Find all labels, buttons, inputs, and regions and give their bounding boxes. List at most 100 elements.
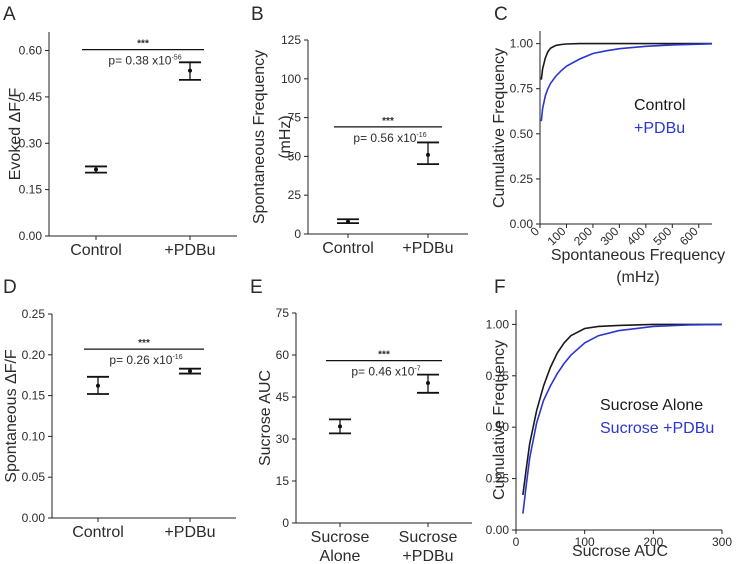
y-tick-label: 125	[281, 33, 301, 47]
x-tick-label: 300	[712, 535, 732, 549]
mean-point	[338, 424, 342, 429]
y-tick-label: 25	[288, 188, 302, 202]
p-value-label: p= 0.56 x10-16	[353, 131, 426, 145]
significance-stars: ***	[137, 39, 149, 50]
mean-point	[426, 381, 430, 385]
x-category-label: Control	[72, 524, 124, 541]
y-tick-label: 0.75	[486, 369, 510, 383]
y-tick-label: 75	[288, 111, 302, 125]
y-axis-label: (mHz)	[277, 115, 294, 159]
x-tick-label: 0	[513, 535, 520, 549]
legend-entry-control: Control	[634, 97, 686, 114]
p-value-base: p= 0.56 x10	[353, 131, 416, 145]
y-tick-label: 60	[276, 348, 290, 362]
x-category-label: +PDBu	[402, 548, 453, 564]
x-category-label: +PDBu	[164, 242, 215, 259]
y-tick-label: 0.45	[19, 90, 43, 104]
y-axis-label: Evoked ΔF/F	[7, 88, 24, 181]
p-value-exponent: -56	[171, 55, 181, 62]
x-category-label: Sucrose	[311, 529, 370, 546]
y-tick-label: 0	[294, 227, 301, 241]
series-line--pdbu	[540, 43, 713, 122]
panel-d: D 0.00 0.05 0.10 0.15 0.20 0.25 Spontaneous ΔF/…	[3, 277, 236, 541]
y-tick-label: 0.30	[19, 136, 43, 150]
mean-point	[188, 68, 192, 73]
y-tick-label: 0.00	[486, 523, 510, 537]
p-value-label: p= 0.46 x10-7	[351, 365, 420, 379]
y-tick-label: 75	[276, 306, 290, 320]
x-tick-label: 400	[624, 224, 648, 248]
series-line-sucrose-pdbu	[522, 323, 723, 514]
y-tick-label: 50	[288, 149, 302, 163]
significance-stars: ***	[138, 338, 150, 349]
x-category-label: +PDBu	[402, 240, 453, 257]
x-tick-label: 100	[545, 224, 569, 248]
p-value-label: p= 0.26 x10-16	[109, 353, 182, 367]
significance-stars: ***	[378, 350, 390, 361]
panel-letter: A	[3, 4, 16, 25]
p-value-label: p= 0.38 x10-56	[108, 54, 181, 68]
y-axis-label: Spontaneous ΔF/F	[3, 349, 20, 483]
x-category-label: Sucrose	[399, 529, 458, 546]
panel-f: F 0.00 0.25 0.50 0.75 1.00 Cumulative Frequenc…	[486, 277, 733, 560]
y-tick-label: 1.00	[486, 317, 510, 331]
y-axis-label: Cumulative Frequency	[491, 340, 508, 500]
panel-letter: D	[3, 277, 17, 298]
y-tick-label: 0.25	[510, 172, 534, 186]
legend-entry--pdbu: +PDBu	[634, 120, 685, 137]
mean-point	[346, 219, 350, 224]
series-line-control	[540, 42, 712, 80]
x-category-label: +PDBu	[164, 524, 215, 541]
p-value-exponent: -7	[414, 366, 420, 373]
y-axis-label: Cumulative Frequency	[491, 48, 508, 208]
y-tick-label: 45	[276, 390, 290, 404]
panel-letter: C	[494, 4, 508, 25]
y-tick-label: 0.15	[19, 183, 43, 197]
y-tick-label: 0.25	[22, 307, 46, 321]
y-axis-label: Spontaneous Frequency	[251, 50, 268, 224]
x-axis-label: Spontaneous Frequency	[551, 247, 725, 264]
p-value-exponent: -16	[416, 132, 426, 139]
panel-e: E 0 15 30 45 60 75 Sucrose AUC Sucrose Alone Sucro…	[250, 277, 472, 564]
y-tick-label: 0.50	[486, 420, 510, 434]
y-tick-label: 0.60	[19, 44, 43, 58]
x-tick-label: 100	[575, 535, 595, 549]
x-tick-label: 200	[571, 224, 595, 248]
y-tick-label: 1.00	[510, 37, 534, 51]
x-tick-label: 200	[643, 535, 663, 549]
y-tick-label: 0	[282, 516, 289, 530]
panel-letter: F	[494, 277, 506, 298]
x-category-label: Control	[322, 240, 374, 257]
y-tick-label: 0.10	[22, 429, 46, 443]
y-tick-label: 0.50	[510, 127, 534, 141]
x-tick-label: 300	[597, 224, 621, 248]
y-tick-label: 0.00	[22, 511, 46, 525]
y-tick-label: 0.00	[510, 217, 534, 231]
y-tick-label: 30	[276, 432, 290, 446]
panel-a: A 0.00 0.15 0.30 0.45 0.60 Evoked ΔF/F Control +…	[3, 4, 237, 259]
x-axis-label: (mHz)	[616, 269, 660, 286]
y-tick-label: 0.00	[19, 229, 43, 243]
x-category-label: Control	[70, 242, 122, 259]
mean-point	[96, 383, 100, 388]
y-tick-label: 0.05	[22, 470, 46, 484]
mean-point	[426, 152, 430, 157]
mean-point	[188, 369, 192, 374]
y-axis-label: Sucrose AUC	[257, 370, 274, 466]
legend-entry-sucrose-alone: Sucrose Alone	[600, 397, 703, 414]
y-tick-label: 0.20	[22, 348, 46, 362]
mean-point	[94, 167, 98, 172]
y-tick-label: 0.25	[486, 472, 510, 486]
p-value-exponent: -16	[172, 354, 182, 361]
x-category-label: Alone	[320, 548, 361, 564]
x-tick-label: 600	[677, 224, 701, 248]
panel-b: B 0 25 50 75 100 125 Spontaneous Frequency (mHz)…	[251, 4, 468, 257]
p-value-base: p= 0.26 x10	[109, 353, 172, 367]
y-tick-label: 100	[281, 72, 301, 86]
y-tick-label: 0.75	[510, 82, 534, 96]
panel-letter: E	[250, 277, 263, 298]
y-tick-label: 0.15	[22, 389, 46, 403]
x-tick-label: 500	[650, 224, 674, 248]
